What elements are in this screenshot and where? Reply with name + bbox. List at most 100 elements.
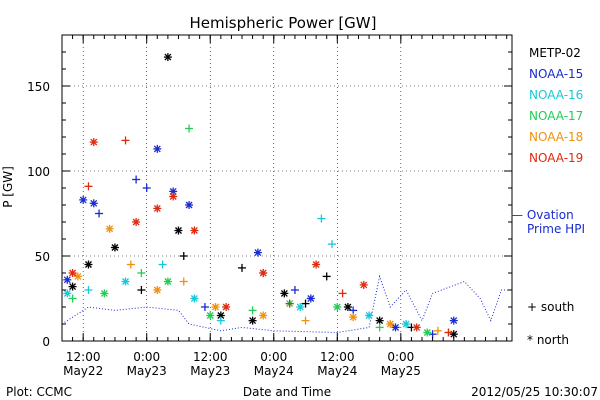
legend-metp-02: METP-02	[529, 46, 581, 60]
point-noaa-17-north	[206, 311, 215, 320]
point-noaa-19-north	[359, 280, 368, 289]
grid-lines	[62, 35, 512, 342]
point-noaa-16-south	[158, 260, 167, 269]
point-noaa-17-south	[248, 306, 257, 315]
point-noaa-18-south	[126, 260, 135, 269]
point-noaa-18-north	[105, 224, 114, 233]
point-metp-02-north	[110, 243, 119, 252]
legend-noaa-16: NOAA-16	[529, 88, 583, 102]
point-noaa-16-north	[190, 294, 199, 303]
y-tick-label: 50	[35, 250, 50, 264]
legend-south: + south	[527, 300, 574, 314]
point-noaa-19-south	[84, 182, 93, 191]
point-noaa-18-south	[179, 277, 188, 286]
plot-frame	[61, 34, 513, 342]
point-noaa-15-north	[391, 323, 400, 332]
point-metp-02-south	[301, 299, 310, 308]
legend-noaa-17: NOAA-17	[529, 109, 583, 123]
point-metp-02-north	[248, 316, 257, 325]
point-noaa-16-north	[365, 311, 374, 320]
y-tick-label: 100	[27, 165, 50, 179]
point-metp-02-north	[216, 311, 225, 320]
point-noaa-16-south	[84, 286, 93, 294]
point-noaa-15-north	[306, 294, 315, 303]
point-metp-02-north	[163, 53, 172, 62]
point-noaa-17-north	[423, 328, 432, 337]
point-noaa-19-north	[190, 226, 199, 235]
point-noaa-18-north	[153, 286, 162, 294]
point-noaa-19-south	[285, 299, 294, 308]
point-noaa-18-north	[349, 313, 358, 322]
point-metp-02-north	[174, 226, 183, 235]
point-noaa-18-north	[386, 320, 395, 328]
y-tick-label: 0	[42, 335, 50, 349]
x-tick-date: May22	[63, 364, 103, 378]
point-metp-02-south	[179, 252, 188, 260]
point-noaa-15-south	[428, 330, 437, 339]
point-noaa-15-north	[449, 316, 458, 325]
x-tick-time: 0:00	[133, 350, 160, 364]
x-tick-time: 0:00	[387, 350, 414, 364]
point-noaa-19-south	[121, 136, 130, 145]
point-noaa-19-north	[153, 204, 162, 213]
y-tick-label: 150	[27, 80, 50, 94]
point-noaa-17-south	[375, 323, 384, 332]
point-noaa-19-north	[89, 138, 98, 147]
point-metp-02-north	[375, 316, 384, 325]
point-noaa-18-south	[301, 316, 310, 325]
point-noaa-19-north	[312, 260, 321, 269]
point-noaa-19-north	[412, 323, 421, 332]
x-tick-time: 12:00	[193, 350, 228, 364]
plot-credit: Plot: CCMC	[6, 385, 72, 399]
x-tick-time: 12:00	[320, 350, 355, 364]
x-tick-date: May24	[254, 364, 294, 378]
point-noaa-19-south	[444, 328, 453, 337]
x-tick-time: 12:00	[66, 350, 101, 364]
point-noaa-15-north	[185, 201, 194, 209]
point-noaa-15-north	[63, 275, 72, 284]
legend-noaa-18: NOAA-18	[529, 130, 583, 144]
point-noaa-15-north	[89, 199, 98, 208]
point-noaa-18-north	[73, 272, 82, 281]
point-noaa-16-north	[402, 320, 411, 328]
point-noaa-15-south	[132, 175, 141, 184]
point-metp-02-south	[238, 263, 246, 272]
legend-ovation: — Ovation	[511, 208, 574, 222]
axis-ticks: 05010015012:00May220:00May2312:00May230:…	[27, 34, 512, 378]
point-noaa-19-north	[222, 303, 231, 311]
point-noaa-17-south	[137, 269, 146, 277]
point-metp-02-north	[280, 289, 289, 298]
point-metp-02-north	[68, 282, 77, 291]
x-tick-date: May23	[127, 364, 167, 378]
chart-title: Hemispheric Power [GW]	[190, 14, 377, 32]
point-noaa-15-south	[142, 184, 151, 192]
x-tick-date: May23	[190, 364, 230, 378]
legend-noaa-15: NOAA-15	[529, 67, 583, 81]
point-noaa-16-south	[328, 240, 336, 249]
point-noaa-15-south	[349, 306, 358, 315]
point-noaa-16-south	[317, 214, 326, 223]
x-axis-label: Date and Time	[243, 385, 331, 399]
point-noaa-17-south	[185, 124, 194, 133]
point-noaa-15-north	[153, 144, 162, 153]
point-noaa-16-south	[216, 316, 225, 325]
legend: METP-02 NOAA-15 NOAA-16 NOAA-17 NOAA-18 NOAA-…	[511, 46, 585, 347]
x-tick-date: May25	[381, 364, 421, 378]
point-noaa-16-north	[296, 303, 305, 311]
ovation-hpi-line	[61, 274, 512, 334]
point-noaa-16-north	[121, 277, 130, 286]
point-noaa-18-south	[433, 326, 442, 335]
point-noaa-18-north	[211, 303, 220, 311]
point-noaa-15-north	[79, 195, 88, 204]
point-noaa-19-north	[169, 192, 178, 201]
legend-north: * north	[527, 333, 569, 347]
point-noaa-15-south	[290, 286, 299, 294]
ovation-hpi-polyline	[61, 274, 512, 334]
point-noaa-17-south	[68, 294, 77, 303]
point-noaa-18-north	[259, 311, 268, 320]
point-noaa-17-north	[100, 289, 109, 298]
point-metp-02-north	[343, 303, 352, 311]
point-noaa-15-south	[95, 209, 104, 218]
point-noaa-16-north	[63, 289, 72, 298]
